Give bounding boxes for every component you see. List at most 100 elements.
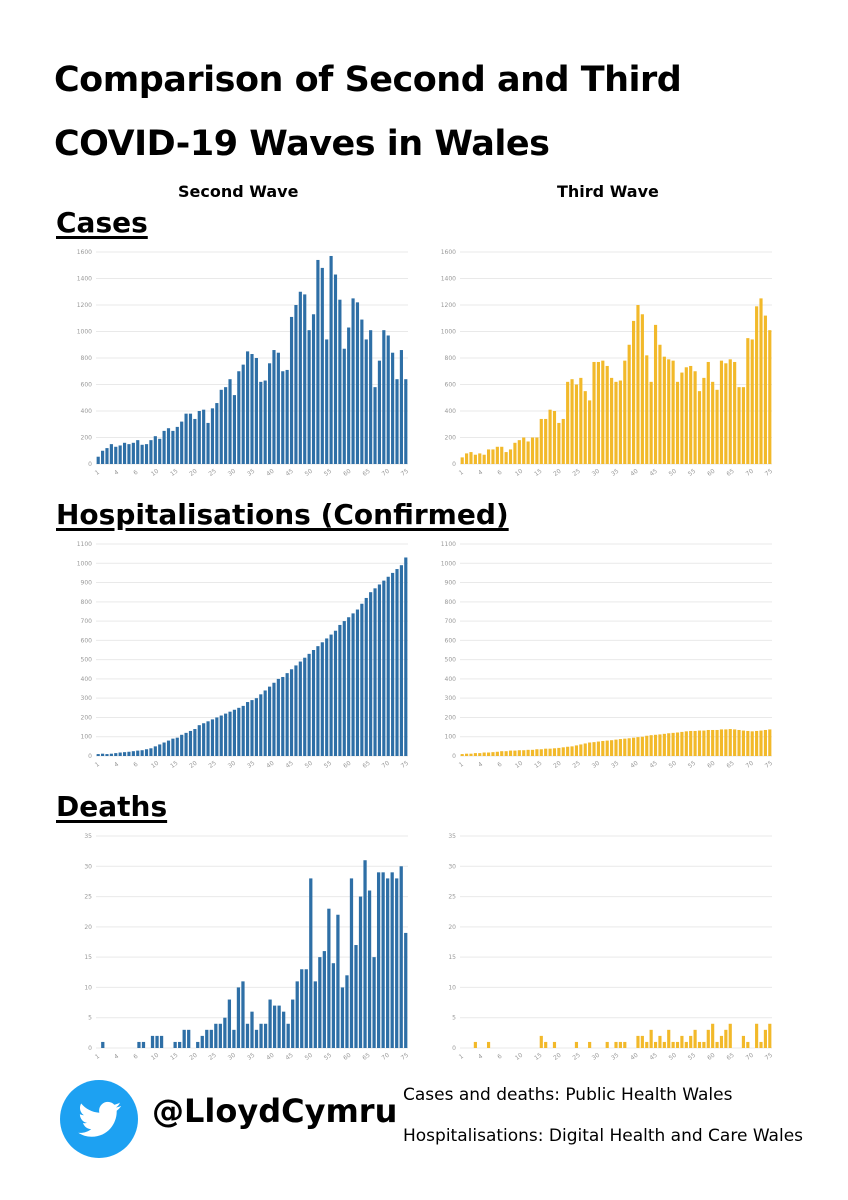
bar xyxy=(482,752,486,756)
y-tick-label: 500 xyxy=(445,657,457,664)
bar xyxy=(719,1035,724,1048)
bar xyxy=(382,580,386,756)
bar xyxy=(404,932,408,1048)
x-tick-label: 4 xyxy=(113,761,120,769)
bar xyxy=(218,1023,222,1048)
bar xyxy=(333,630,338,756)
y-tick-label: 600 xyxy=(81,637,93,644)
bar xyxy=(282,1011,286,1048)
bar xyxy=(711,381,715,464)
bar xyxy=(508,750,513,756)
x-tick-label: 25 xyxy=(208,1052,218,1062)
y-tick-label: 400 xyxy=(445,408,457,415)
x-tick-label: 45 xyxy=(284,1052,294,1062)
bar xyxy=(724,1029,728,1048)
bar xyxy=(197,411,201,464)
bar xyxy=(693,371,697,464)
x-tick-label: 55 xyxy=(323,468,333,478)
bar xyxy=(166,740,171,756)
bar xyxy=(662,356,666,464)
y-tick-label: 400 xyxy=(81,676,93,683)
x-tick-label: 4 xyxy=(113,1053,120,1061)
bar xyxy=(755,306,759,464)
bar xyxy=(180,734,184,756)
bar xyxy=(500,751,504,756)
bar xyxy=(153,746,157,756)
bar xyxy=(254,1029,259,1048)
bar xyxy=(601,740,605,756)
bar xyxy=(737,729,741,756)
bar xyxy=(237,707,241,756)
bar xyxy=(495,446,499,464)
bar xyxy=(246,702,250,756)
bar xyxy=(276,678,280,756)
bar xyxy=(178,1041,182,1048)
y-tick-label: 10 xyxy=(84,984,92,991)
x-tick-label: 20 xyxy=(188,1052,198,1062)
y-tick-label: 800 xyxy=(445,599,457,606)
x-tick-label: 10 xyxy=(150,760,160,770)
bar xyxy=(136,750,140,756)
bar xyxy=(329,255,333,464)
bar xyxy=(109,753,113,756)
bar xyxy=(254,358,258,464)
bar xyxy=(491,449,495,464)
x-tick-label: 1 xyxy=(458,1053,465,1061)
bar xyxy=(285,369,289,464)
bar xyxy=(140,750,144,756)
bar xyxy=(105,448,109,464)
bar xyxy=(640,314,644,464)
bar xyxy=(675,1041,680,1048)
section-deaths: Deaths xyxy=(56,790,168,823)
y-tick-label: 5 xyxy=(452,1015,456,1022)
bar xyxy=(369,330,373,464)
bar xyxy=(193,418,197,464)
bar xyxy=(114,753,118,756)
bar xyxy=(667,733,671,756)
x-tick-label: 25 xyxy=(208,760,218,770)
bar xyxy=(162,430,166,465)
bar xyxy=(632,320,636,464)
bar xyxy=(530,749,535,756)
bar xyxy=(706,1029,710,1048)
bar xyxy=(649,1029,653,1048)
x-tick-label: 50 xyxy=(304,1052,314,1062)
bar xyxy=(495,751,499,756)
bar xyxy=(241,981,245,1048)
bar xyxy=(184,732,188,756)
bar xyxy=(741,1035,746,1048)
bar xyxy=(755,730,759,756)
bar xyxy=(614,1041,618,1048)
x-tick-label: 30 xyxy=(227,1052,237,1062)
bar xyxy=(627,344,631,464)
bar xyxy=(333,274,338,464)
bar xyxy=(486,1041,491,1048)
bar xyxy=(307,330,311,464)
bar xyxy=(570,379,574,464)
bar xyxy=(351,613,355,756)
bar xyxy=(127,751,131,756)
x-tick-label: 45 xyxy=(648,760,658,770)
bar xyxy=(318,957,322,1048)
bar xyxy=(228,711,232,756)
third-wave-label: Third Wave xyxy=(557,182,659,201)
bar xyxy=(473,1041,477,1048)
x-tick-label: 70 xyxy=(745,760,755,770)
y-tick-label: 0 xyxy=(452,1045,456,1052)
x-tick-label: 70 xyxy=(381,760,391,770)
x-tick-label: 40 xyxy=(265,468,275,478)
bar xyxy=(347,327,351,464)
bar xyxy=(246,351,250,465)
bar xyxy=(200,1035,204,1048)
x-tick-label: 75 xyxy=(400,1052,410,1062)
bar xyxy=(137,1041,141,1048)
bar xyxy=(460,754,464,756)
bar xyxy=(544,1041,548,1048)
bar xyxy=(188,413,193,464)
bar xyxy=(605,740,609,756)
x-tick-label: 50 xyxy=(304,760,314,770)
x-tick-label: 30 xyxy=(591,1052,601,1062)
x-tick-label: 50 xyxy=(304,468,314,478)
y-tick-label: 1200 xyxy=(77,302,92,309)
x-tick-label: 45 xyxy=(648,1052,658,1062)
